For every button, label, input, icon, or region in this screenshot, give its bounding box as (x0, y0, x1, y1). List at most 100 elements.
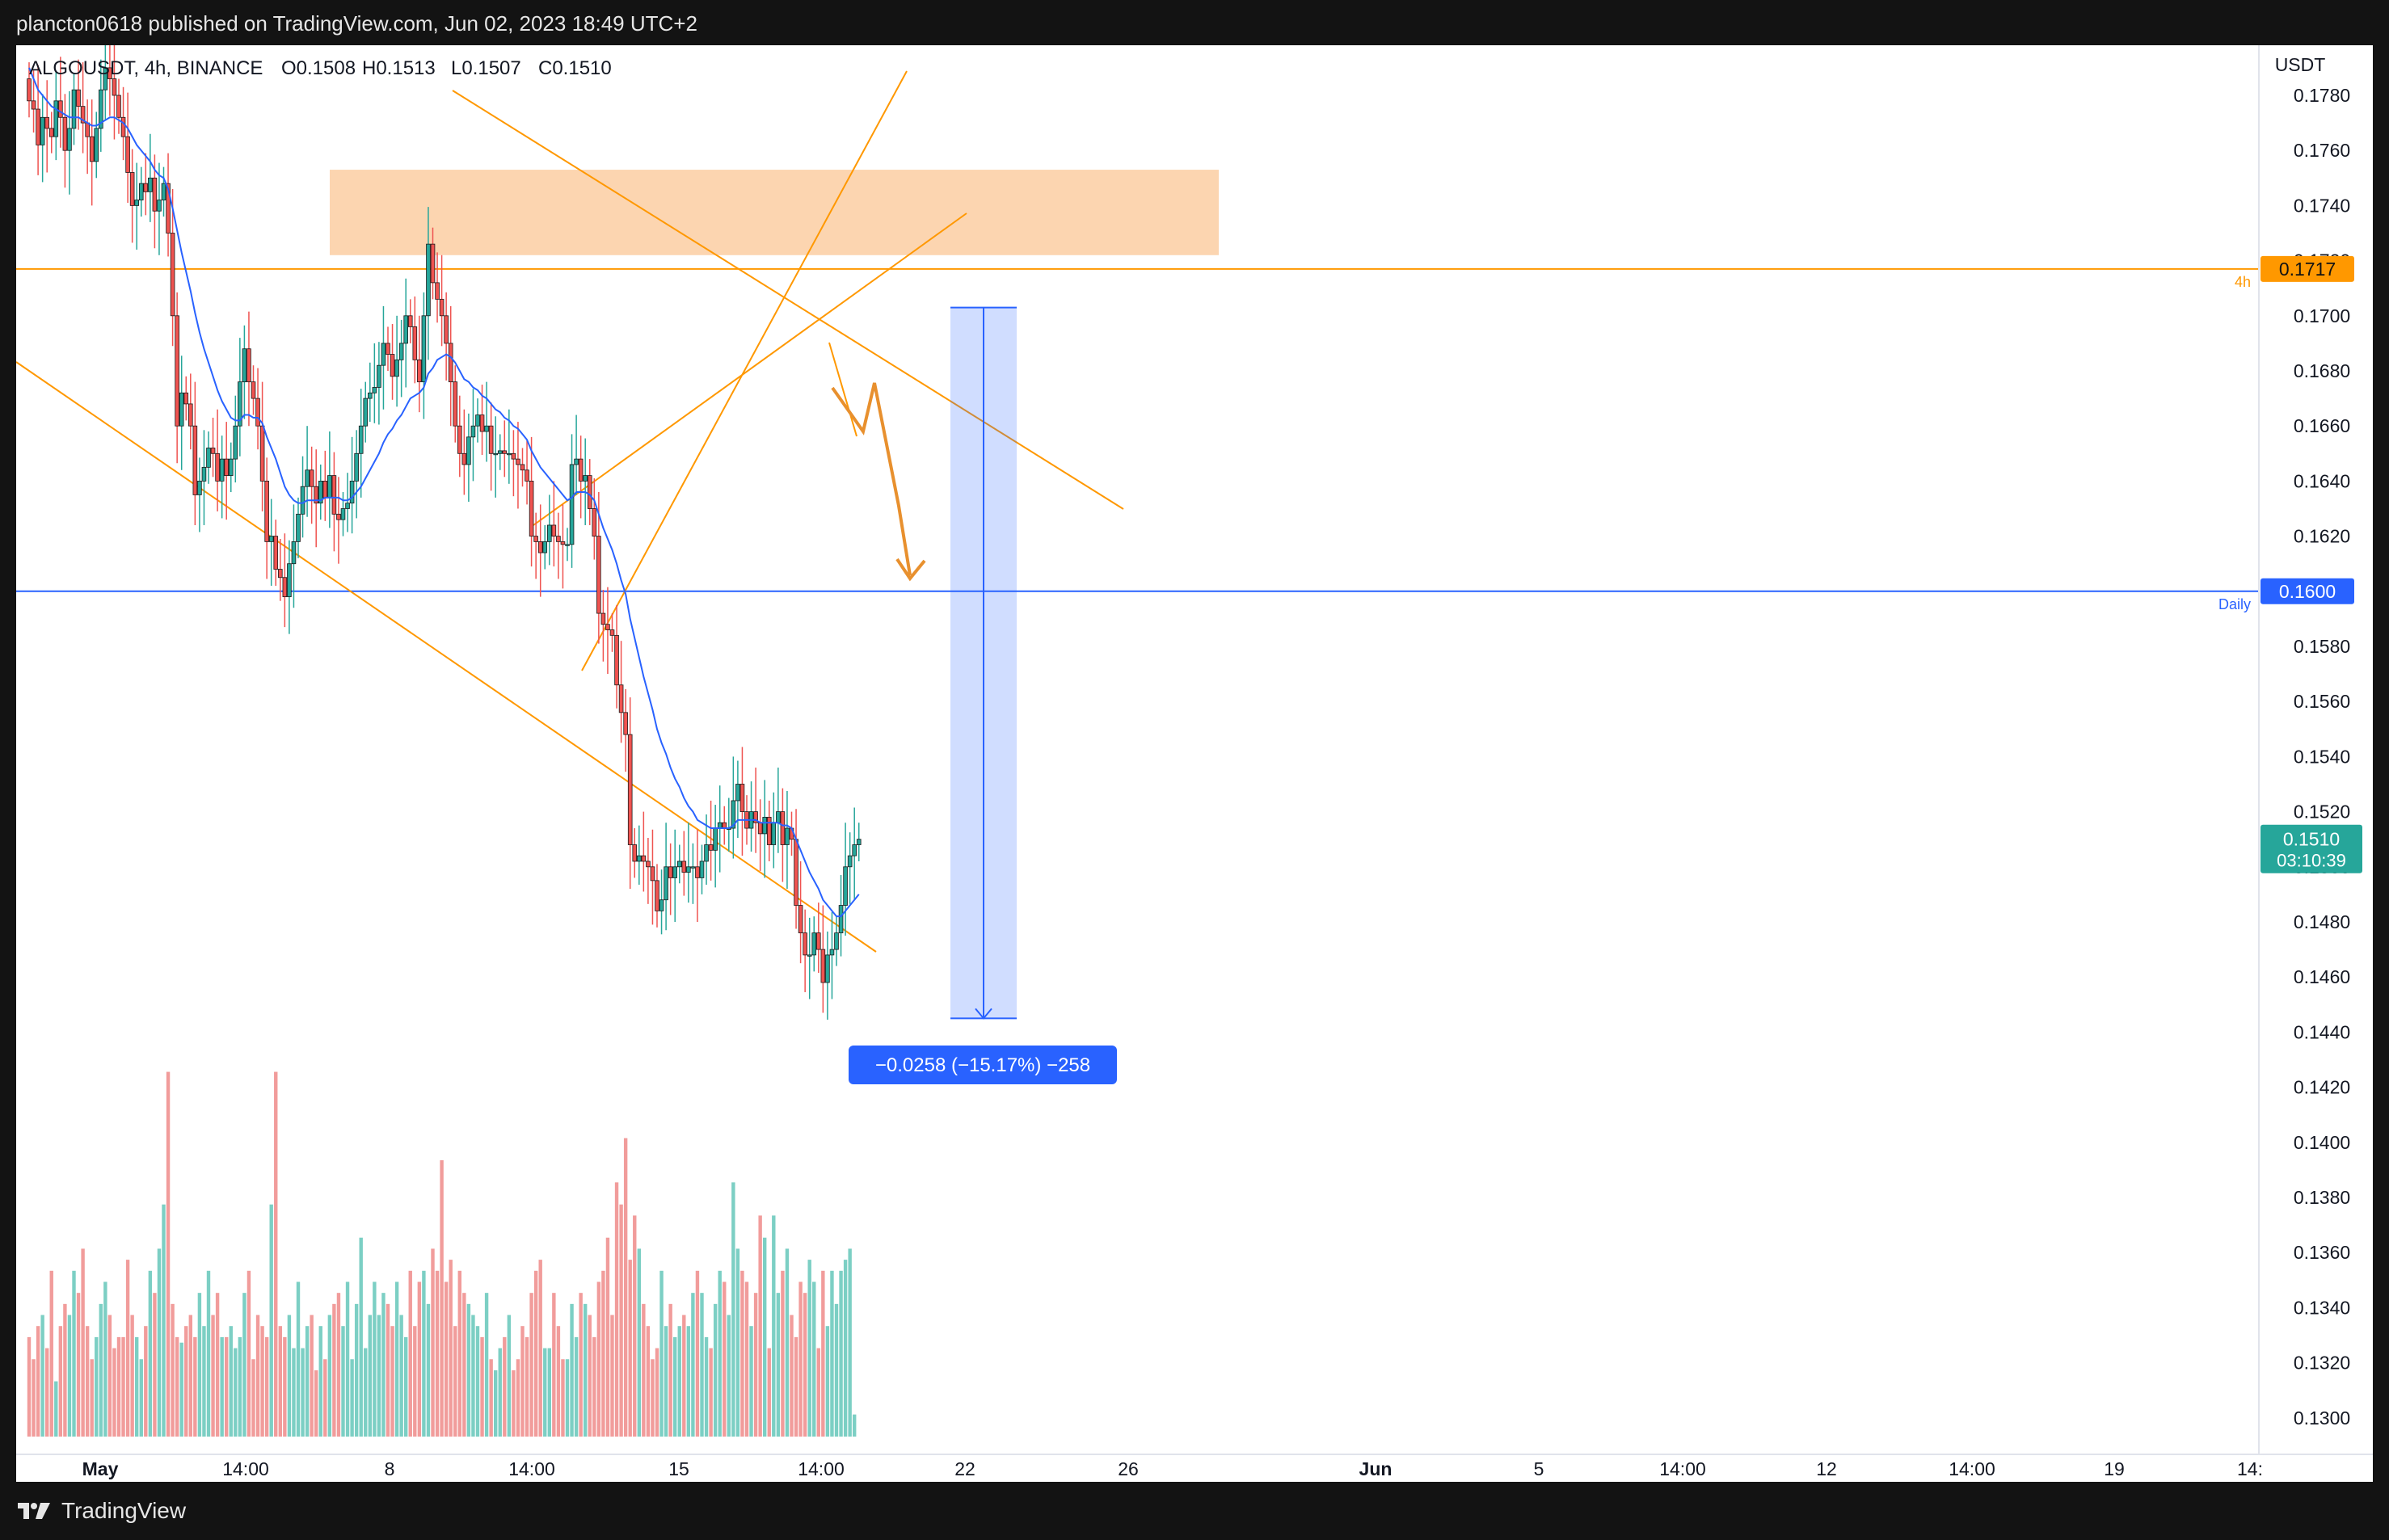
volume-bar-132 (619, 1204, 623, 1437)
time-axis: May 14:00 8 14:00 15 14:00 22 26 Jun 5 14:00 12 14:0… (16, 1454, 2373, 1482)
volume-bar-172 (798, 1281, 803, 1437)
candle-body-124 (583, 475, 588, 482)
price-tag-4h-level: 4h (2235, 274, 2251, 290)
candle-body-75 (363, 398, 369, 427)
candle-body-145 (676, 860, 682, 868)
candle-body-36 (187, 403, 193, 427)
volume-bar-45 (229, 1326, 233, 1437)
volume-bar-83 (399, 1315, 403, 1437)
candle-body-19 (112, 78, 117, 96)
candle-body-98 (466, 436, 471, 465)
volume-bar-35 (184, 1326, 188, 1437)
volume-bar-73 (354, 1303, 359, 1437)
candle-body-126 (592, 508, 597, 536)
candle-body-92 (439, 298, 445, 317)
ma-line (28, 67, 860, 918)
volume-bar-118 (556, 1326, 561, 1437)
candle-body-111 (525, 469, 529, 482)
volume-bar-2 (36, 1326, 40, 1437)
candle-body-11 (76, 89, 81, 107)
volume-bar-152 (709, 1348, 713, 1437)
candle-body-152 (708, 844, 714, 851)
volume-bar-50 (251, 1359, 255, 1437)
volume-bar-92 (440, 1160, 444, 1437)
candle-body-35 (183, 392, 189, 405)
candle-body-55 (273, 536, 279, 570)
volume-bar-125 (588, 1315, 592, 1437)
candle-body-30 (161, 183, 166, 200)
volume-bar-146 (682, 1315, 686, 1437)
candle-body-166 (771, 822, 777, 845)
legend-item-3: L0.1507 (451, 57, 521, 79)
candle-body-22 (125, 136, 130, 173)
candle-body-120 (565, 544, 570, 546)
measure-arrow-head (975, 1008, 992, 1020)
candle-body-65 (318, 481, 323, 504)
candle-body-83 (398, 343, 404, 360)
volume-bar-80 (386, 1303, 390, 1437)
candle-body-144 (672, 866, 677, 878)
volume-bar-55 (274, 1071, 278, 1437)
candle-body-104 (493, 452, 498, 456)
candle-body-79 (381, 343, 386, 366)
volume-bar-8 (63, 1303, 67, 1437)
candle-body-14 (89, 136, 95, 162)
volume-bar-136 (637, 1248, 641, 1437)
candle-body-89 (426, 243, 431, 317)
volume-bars (27, 1071, 857, 1437)
volume-bar-43 (220, 1336, 224, 1437)
candle-body-0 (27, 78, 32, 102)
tradingview-logo[interactable]: TradingView (16, 1498, 186, 1524)
volume-bar-111 (525, 1336, 529, 1437)
volume-bar-29 (157, 1248, 162, 1437)
volume-bar-168 (781, 1270, 785, 1437)
candle-body-72 (349, 481, 355, 504)
volume-bar-90 (431, 1248, 435, 1437)
volume-bar-176 (816, 1348, 820, 1437)
legend-item-1: O0.1508 (281, 57, 356, 79)
time-tick-9: 5 (1534, 1458, 1544, 1479)
candle-body-61 (300, 486, 305, 515)
candle-body-1 (31, 100, 36, 110)
candle-body-60 (296, 513, 301, 542)
candle-body-52 (259, 425, 265, 482)
volume-bar-167 (776, 1293, 781, 1437)
candle-body-57 (282, 577, 288, 598)
candle-body-46 (233, 425, 238, 460)
price-tick-7: 0.1640 (2294, 470, 2350, 491)
price-chart[interactable]: −0.0258 (−15.17%) −258 USDT 0.1780 0.1760 0… (16, 45, 2373, 1482)
candle-body-177 (820, 949, 826, 983)
candle-body-101 (479, 414, 485, 432)
time-tick-14: 14: (2237, 1458, 2263, 1479)
volume-bar-61 (301, 1348, 305, 1437)
volume-bar-137 (642, 1303, 646, 1437)
volume-bar-101 (480, 1336, 484, 1437)
candle-body-85 (407, 315, 413, 327)
candle-body-73 (354, 452, 359, 482)
volume-bar-57 (283, 1336, 287, 1437)
candle-body-39 (201, 466, 207, 482)
volume-bar-97 (462, 1293, 466, 1437)
candle-body-6 (53, 100, 59, 137)
volume-bar-67 (327, 1315, 332, 1437)
volume-bar-135 (633, 1215, 637, 1437)
time-tick-7: 26 (1118, 1458, 1139, 1479)
candle-body-106 (502, 450, 508, 454)
candle-body-132 (618, 684, 624, 713)
candle-body-162 (753, 811, 758, 823)
volume-bar-183 (848, 1248, 852, 1437)
volume-bar-128 (601, 1270, 605, 1437)
volume-bar-134 (628, 1260, 632, 1437)
price-tick-12: 0.1540 (2294, 746, 2350, 767)
candle-body-140 (655, 880, 659, 911)
candle-body-130 (609, 629, 615, 636)
volume-bar-121 (570, 1303, 574, 1437)
chart-area[interactable]: −0.0258 (−15.17%) −258 USDT 0.1780 0.1760 0… (16, 45, 2373, 1482)
resistance-zone (330, 170, 1219, 255)
volume-bar-100 (475, 1326, 480, 1437)
candle-body-163 (757, 822, 763, 835)
volume-bar-63 (310, 1315, 314, 1437)
volume-bar-1 (32, 1359, 36, 1437)
volume-bar-142 (664, 1326, 668, 1437)
candle-body-169 (785, 827, 790, 845)
